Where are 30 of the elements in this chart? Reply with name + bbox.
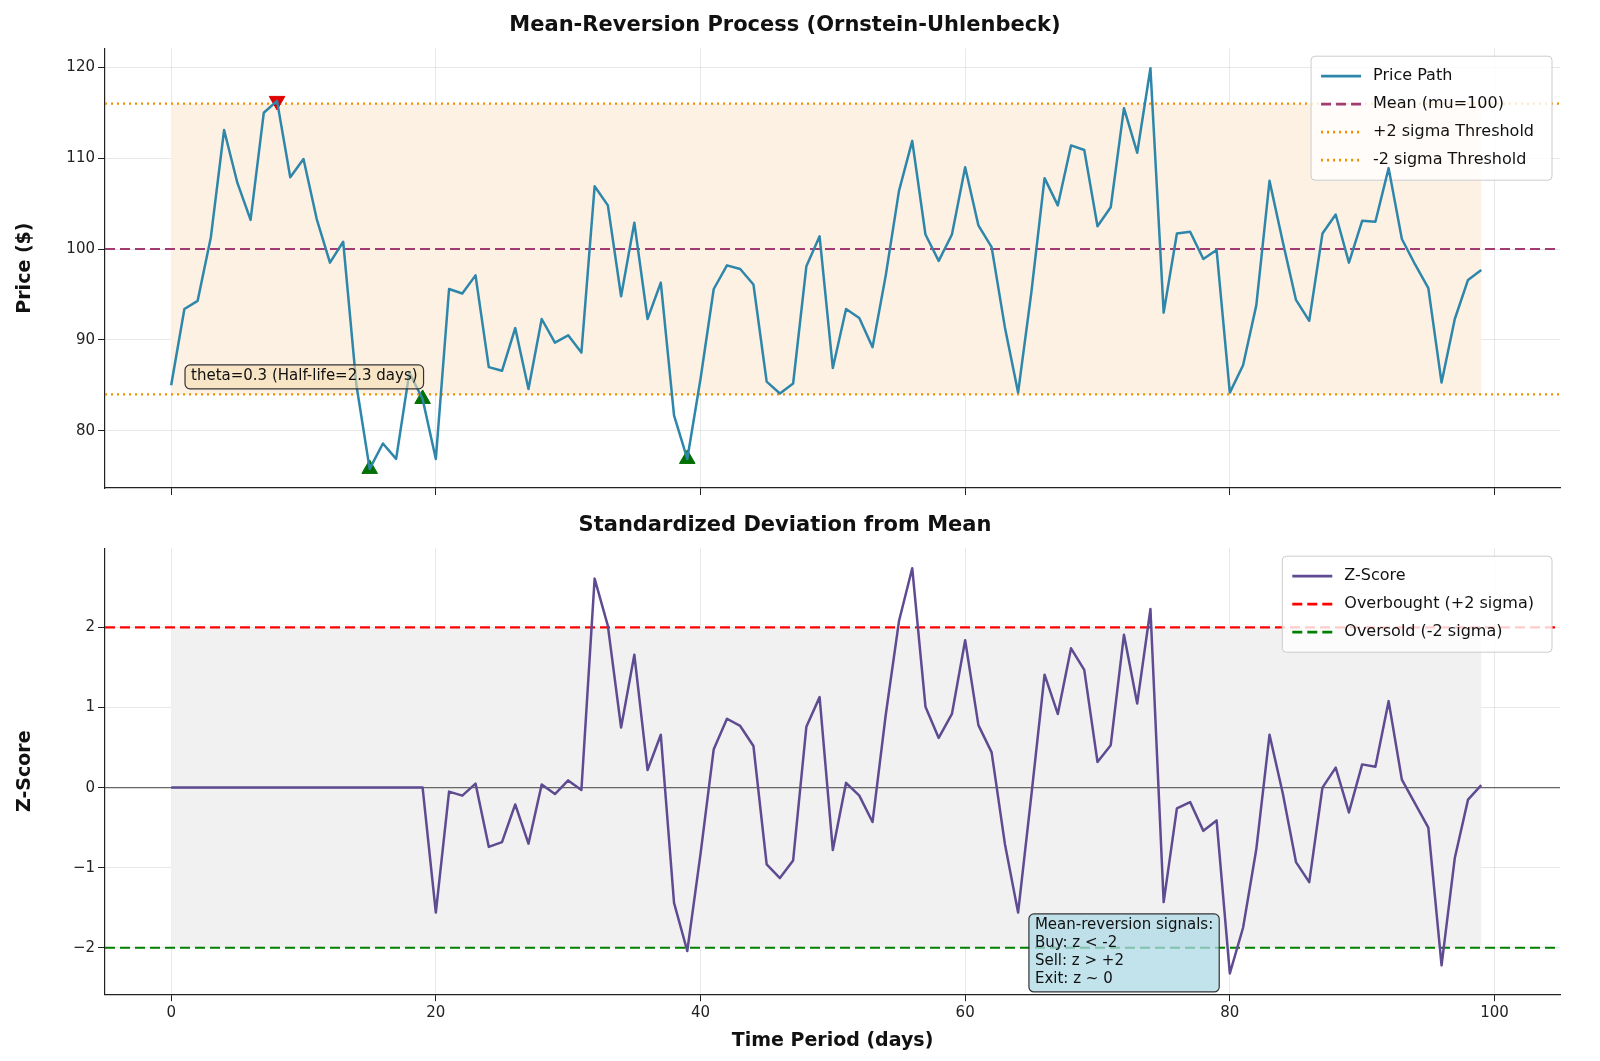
y-tick-label: 120 (66, 57, 95, 76)
y-tick-label: 2 (85, 617, 95, 636)
x-tick-label: 60 (955, 1003, 975, 1022)
legend-label: Overbought (+2 sigma) (1344, 593, 1535, 613)
legend-label: +2 sigma Threshold (1373, 121, 1534, 141)
x-axis-title: Time Period (days) (731, 1027, 934, 1050)
x-tick-label: 40 (690, 1003, 711, 1022)
y-tick-label: 100 (66, 238, 95, 257)
x-tick-label: 100 (1480, 1003, 1509, 1022)
annotation: theta=0.3 (Half-life=2.3 days) (191, 366, 418, 385)
annotation: Mean-reversion signals: Buy: z < -2 Sell: z > +2 Exit: z ~ 0 (1034, 915, 1214, 988)
legend-label: Price Path (1373, 65, 1453, 85)
y-tick-label: −2 (72, 937, 95, 956)
chart-title: Mean-Reversion Process (Ornstein-Uhlenbeck) (509, 12, 1061, 37)
y-tick-label: 1 (85, 697, 95, 716)
legend-label: -2 sigma Threshold (1373, 149, 1527, 169)
y-tick-label: 90 (75, 329, 95, 348)
y-axis-title: Z-Score (12, 730, 35, 812)
x-tick-label: 20 (426, 1003, 446, 1022)
chart-title: Standardized Deviation from Mean (578, 512, 992, 537)
y-tick-label: 80 (75, 420, 95, 439)
legend-label: Mean (mu=100) (1373, 93, 1504, 113)
y-axis-title: Price ($) (12, 222, 35, 314)
x-tick-label: 0 (166, 1003, 176, 1022)
y-tick-label: −1 (72, 857, 95, 876)
legend-label: Z-Score (1344, 565, 1406, 585)
y-tick-label: 110 (66, 148, 95, 167)
legend-label: Oversold (-2 sigma) (1344, 621, 1503, 641)
x-tick-label: 80 (1220, 1003, 1240, 1022)
y-tick-label: 0 (85, 777, 95, 796)
